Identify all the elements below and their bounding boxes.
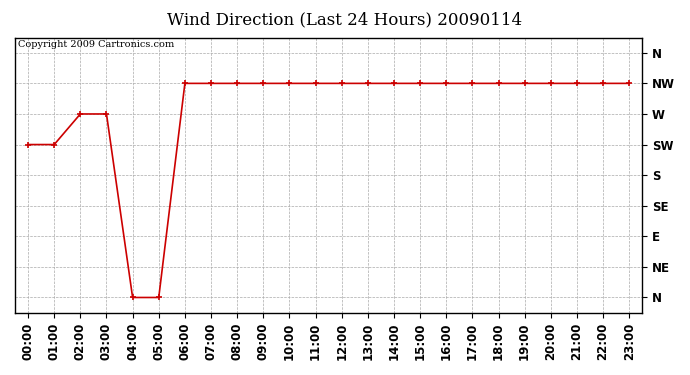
Text: Copyright 2009 Cartronics.com: Copyright 2009 Cartronics.com xyxy=(18,40,175,49)
Text: Wind Direction (Last 24 Hours) 20090114: Wind Direction (Last 24 Hours) 20090114 xyxy=(168,11,522,28)
